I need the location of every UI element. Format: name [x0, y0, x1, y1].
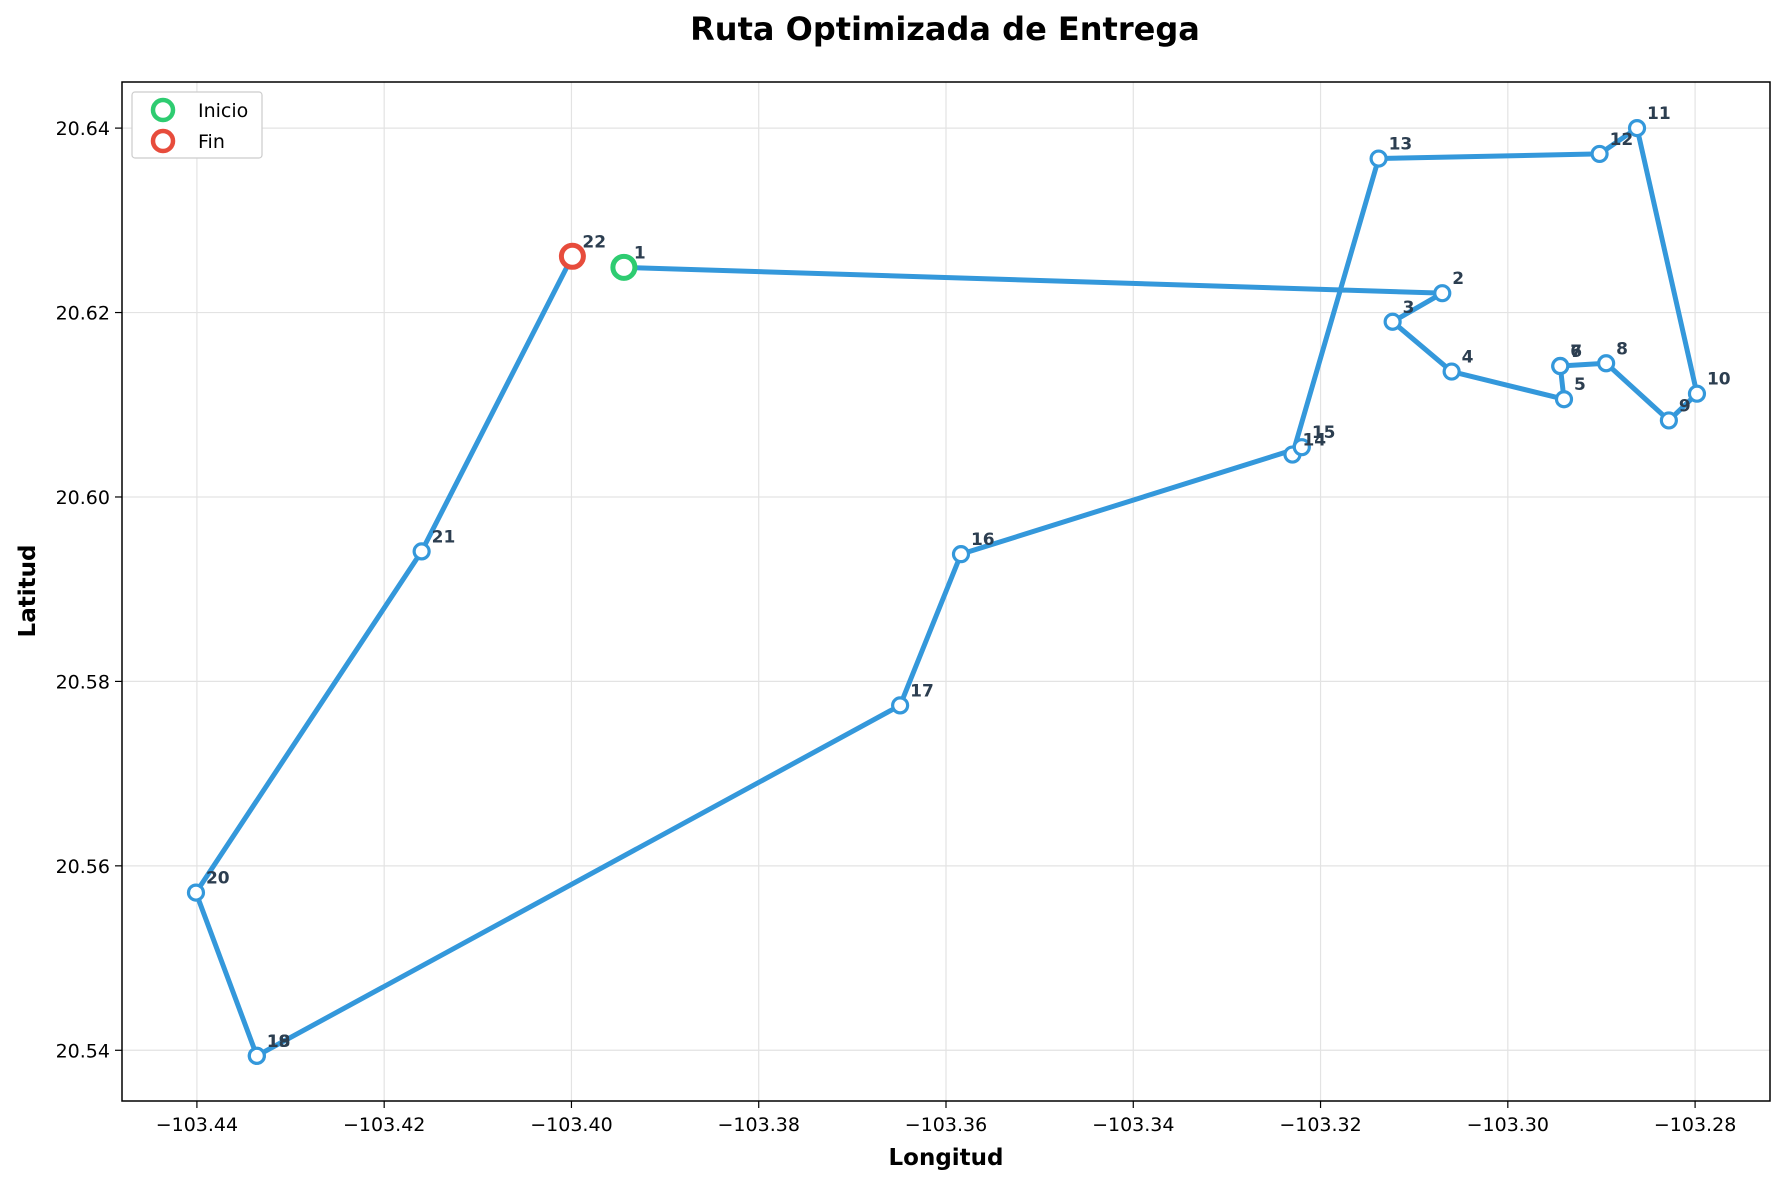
legend-end-label: Fin	[198, 131, 225, 153]
stop-label: 21	[432, 527, 456, 547]
y-tick-label: 20.60	[56, 487, 110, 509]
y-tick-label: 20.56	[56, 856, 110, 878]
y-axis-label: Latitud	[15, 545, 41, 638]
route-layer	[193, 125, 1700, 1059]
stop-label: 9	[1679, 396, 1691, 416]
stop-label: 5	[1574, 375, 1586, 395]
stop-marker	[1383, 312, 1402, 331]
stop-marker	[1597, 354, 1616, 373]
x-tick-label: −103.28	[1654, 1114, 1736, 1136]
y-tick-label: 20.62	[56, 303, 110, 325]
route-line	[193, 125, 1700, 1059]
x-axis-label: Longitud	[888, 1145, 1003, 1171]
end-marker	[558, 242, 586, 270]
stop-marker	[247, 1046, 266, 1065]
stop-marker	[891, 696, 910, 715]
stop-marker	[1369, 149, 1388, 168]
stop-label: 15	[1312, 423, 1336, 443]
stop-marker	[1433, 284, 1452, 303]
grid-lines	[122, 82, 1770, 1101]
x-tick-label: −103.36	[905, 1114, 987, 1136]
x-tick-label: −103.44	[156, 1114, 238, 1136]
x-tick-label: −103.40	[530, 1114, 612, 1136]
stop-marker	[1292, 438, 1311, 457]
legend: Inicio Fin	[131, 91, 263, 159]
stop-label: 22	[582, 232, 606, 252]
stop-label: 16	[971, 530, 995, 550]
stop-marker	[951, 545, 971, 564]
stop-label: 20	[206, 869, 230, 889]
stop-label: 3	[1403, 298, 1415, 318]
legend-end-marker	[150, 128, 176, 154]
stop-label: 6	[1570, 342, 1582, 362]
legend-start-label: Inicio	[198, 100, 248, 122]
stop-label: 4	[1462, 348, 1474, 368]
x-tick-label: −103.42	[343, 1114, 425, 1136]
marker-layer	[186, 119, 1707, 1065]
stop-marker	[1627, 119, 1647, 138]
x-tick-label: −103.30	[1467, 1114, 1549, 1136]
stop-marker	[1554, 390, 1574, 409]
stop-marker	[1551, 356, 1570, 376]
stop-marker	[1659, 411, 1678, 430]
stop-label: 12	[1610, 130, 1634, 150]
y-tick-label: 20.58	[56, 671, 110, 693]
y-axis-ticks: 20.54 20.56 20.58 20.60 20.62 20.64	[56, 118, 122, 1062]
stop-label: 11	[1647, 104, 1671, 124]
x-axis-ticks: −103.44 −103.42 −103.40 −103.38 −103.36 −103.…	[156, 1101, 1736, 1136]
stop-label: 17	[910, 681, 934, 701]
legend-item-start: Inicio	[150, 97, 248, 123]
stop-marker	[1442, 362, 1461, 381]
stop-label: 10	[1707, 370, 1731, 390]
stop-marker	[412, 542, 431, 561]
stop-marker	[186, 883, 206, 902]
stop-label: 13	[1389, 135, 1413, 155]
stop-label: 1	[634, 243, 646, 263]
stop-label: 18	[267, 1032, 291, 1052]
start-marker	[610, 253, 638, 281]
stop-label: 7	[1570, 342, 1582, 362]
stop-label: 8	[1616, 339, 1628, 359]
stop-marker	[1590, 144, 1609, 164]
chart-title: Ruta Optimizada de Entrega	[690, 10, 1200, 48]
y-tick-label: 20.54	[56, 1040, 110, 1062]
stop-label: 14	[1302, 431, 1326, 451]
stop-label: 2	[1452, 269, 1464, 289]
stop-marker	[1687, 384, 1707, 403]
x-tick-label: −103.34	[1092, 1114, 1174, 1136]
y-tick-label: 20.64	[56, 118, 110, 140]
legend-item-end: Fin	[150, 128, 225, 154]
legend-start-marker	[150, 97, 176, 123]
x-tick-label: −103.38	[718, 1114, 800, 1136]
x-tick-label: −103.32	[1279, 1114, 1361, 1136]
stop-label: 19	[267, 1032, 291, 1052]
